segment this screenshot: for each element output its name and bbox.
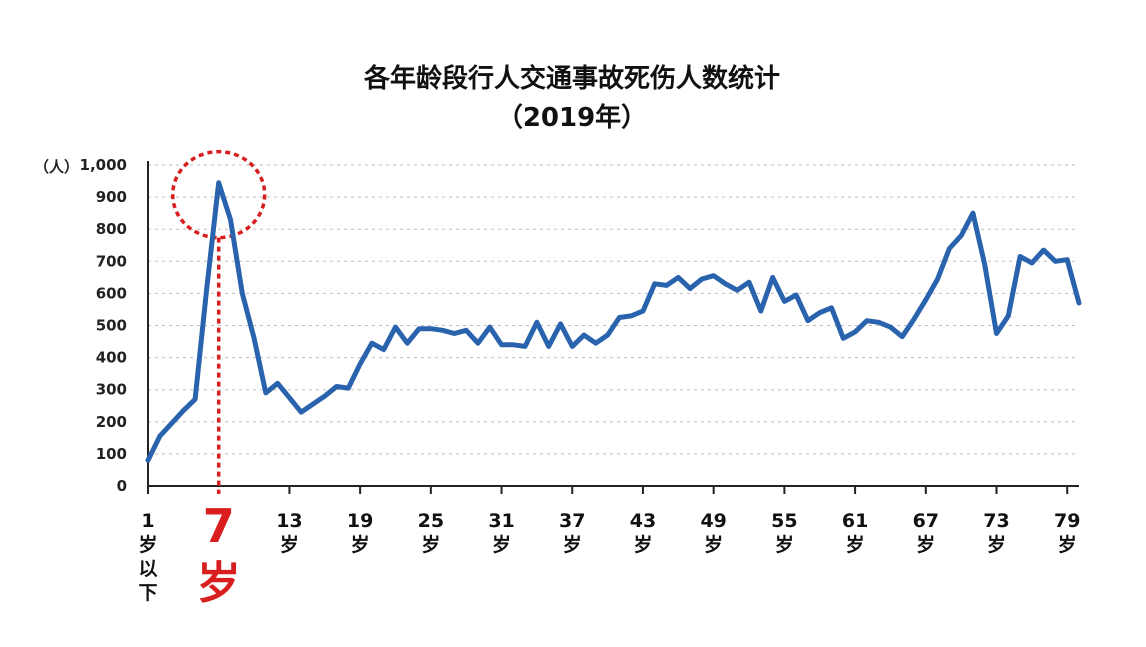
x-tick-unit: 下	[138, 582, 157, 604]
x-tick-label: 73	[983, 510, 1009, 532]
highlight-age-number: 7	[203, 499, 235, 553]
y-tick-label: 700	[96, 252, 127, 270]
x-tick-label: 67	[913, 510, 939, 532]
x-tick-label: 43	[630, 510, 656, 532]
x-tick-unit: 岁	[492, 533, 511, 556]
x-tick-unit: 岁	[351, 533, 370, 556]
y-tick-label: 100	[96, 445, 127, 463]
x-tick-unit: 岁	[775, 533, 794, 556]
chart-subtitle: （2019年）	[497, 102, 647, 133]
x-tick-unit: 岁	[563, 533, 582, 556]
x-tick-label: 31	[488, 510, 514, 532]
axes	[147, 161, 1079, 487]
x-tick-unit: 以	[138, 558, 157, 580]
y-tick-label: 1,000	[80, 156, 127, 174]
x-tick-label: 19	[347, 510, 373, 532]
x-tick-label: 61	[842, 510, 868, 532]
highlight-circle	[170, 149, 267, 240]
x-tick-label: 25	[418, 510, 444, 532]
x-tick-unit: 岁	[846, 533, 865, 556]
y-tick-label: 300	[96, 381, 127, 399]
x-tick-label: 55	[771, 510, 797, 532]
y-tick-label: 200	[96, 413, 127, 431]
chart-title: 各年龄段行人交通事故死伤人数统计	[363, 63, 780, 94]
x-tick-label: 49	[700, 510, 726, 532]
x-tick-label: 1	[141, 510, 154, 532]
y-tick-label: 800	[96, 220, 127, 238]
gridlines	[148, 164, 1079, 455]
x-tick-unit: 岁	[633, 533, 652, 556]
y-axis-ticks: 0 100 200 300 400 500 600 700 800 900 1,000	[80, 156, 127, 495]
y-axis-unit: （人）	[34, 158, 79, 176]
peak-highlight: 7岁	[170, 149, 267, 609]
y-tick-label: 400	[96, 349, 127, 367]
y-tick-label: 900	[96, 188, 127, 206]
x-tick-label: 37	[559, 510, 585, 532]
x-tick-unit: 岁	[138, 533, 157, 556]
x-tick-unit: 岁	[421, 533, 440, 556]
x-tick-unit: 岁	[916, 533, 935, 556]
y-tick-label: 0	[117, 477, 127, 495]
x-tick-unit: 岁	[280, 533, 299, 556]
y-tick-label: 600	[96, 284, 127, 302]
series-group	[145, 180, 1082, 463]
x-tick-label: 13	[276, 510, 302, 532]
highlight-age-unit: 岁	[197, 558, 241, 609]
series-line	[145, 180, 1082, 463]
x-tick-unit: 岁	[987, 533, 1006, 556]
x-tick-label: 79	[1054, 510, 1080, 532]
x-tick-unit: 岁	[1058, 533, 1077, 556]
x-tick-unit: 岁	[704, 533, 723, 556]
y-tick-label: 500	[96, 317, 127, 335]
